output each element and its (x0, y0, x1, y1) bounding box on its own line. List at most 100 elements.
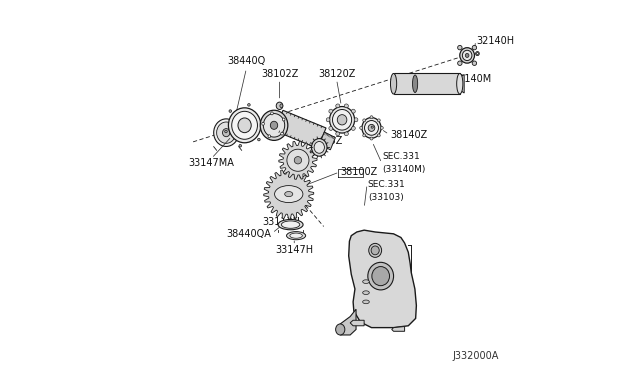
Text: 33113N: 33113N (262, 217, 300, 227)
Ellipse shape (476, 52, 479, 55)
Text: 32140H: 32140H (476, 36, 515, 46)
Ellipse shape (276, 102, 283, 109)
Text: 38165Z: 38165Z (305, 137, 342, 146)
Ellipse shape (378, 134, 380, 137)
Text: SEC.331: SEC.331 (368, 180, 406, 189)
Ellipse shape (344, 132, 348, 136)
Ellipse shape (290, 233, 302, 238)
Ellipse shape (351, 109, 355, 113)
Text: 32140M: 32140M (452, 74, 492, 84)
Ellipse shape (370, 137, 373, 140)
Ellipse shape (472, 45, 477, 50)
Ellipse shape (225, 130, 227, 133)
Text: 38440Q: 38440Q (227, 57, 266, 67)
Ellipse shape (329, 126, 333, 131)
Ellipse shape (216, 122, 236, 143)
Ellipse shape (287, 149, 309, 171)
Ellipse shape (363, 291, 369, 295)
Ellipse shape (229, 110, 232, 112)
Ellipse shape (282, 118, 285, 121)
Ellipse shape (365, 121, 378, 135)
Ellipse shape (329, 109, 333, 113)
Polygon shape (275, 110, 326, 148)
Ellipse shape (368, 124, 375, 131)
Ellipse shape (262, 122, 264, 125)
Text: (33140M): (33140M) (383, 165, 426, 174)
Polygon shape (350, 320, 364, 326)
Ellipse shape (275, 186, 303, 203)
Ellipse shape (458, 45, 462, 50)
Ellipse shape (248, 103, 250, 106)
Text: SEC.331: SEC.331 (383, 152, 420, 161)
Ellipse shape (287, 232, 306, 240)
Ellipse shape (268, 135, 271, 138)
Polygon shape (264, 169, 314, 219)
Ellipse shape (462, 50, 472, 61)
Ellipse shape (380, 126, 383, 129)
Ellipse shape (280, 104, 283, 108)
Ellipse shape (344, 104, 348, 108)
Ellipse shape (262, 118, 264, 121)
Ellipse shape (370, 116, 373, 119)
Ellipse shape (413, 75, 418, 93)
Text: 38140Z: 38140Z (390, 129, 427, 140)
Ellipse shape (372, 267, 390, 286)
Ellipse shape (232, 111, 257, 139)
Polygon shape (394, 73, 460, 94)
Ellipse shape (285, 192, 292, 197)
Ellipse shape (223, 129, 230, 137)
Ellipse shape (228, 108, 260, 143)
Ellipse shape (336, 104, 340, 108)
Ellipse shape (369, 243, 381, 257)
Text: 38120Z: 38120Z (318, 69, 355, 79)
Polygon shape (460, 74, 464, 93)
Ellipse shape (354, 118, 358, 122)
Ellipse shape (312, 138, 327, 156)
Ellipse shape (214, 119, 239, 147)
Ellipse shape (294, 157, 301, 164)
Text: 38440QA: 38440QA (227, 229, 271, 239)
Text: 38100Z: 38100Z (340, 167, 378, 177)
Ellipse shape (333, 109, 351, 130)
Ellipse shape (477, 52, 478, 55)
Polygon shape (279, 141, 317, 179)
Ellipse shape (326, 118, 330, 122)
Polygon shape (319, 132, 335, 150)
Ellipse shape (368, 262, 394, 290)
Ellipse shape (239, 144, 241, 147)
Ellipse shape (360, 126, 363, 129)
Ellipse shape (363, 134, 365, 137)
Polygon shape (392, 327, 404, 331)
Ellipse shape (335, 324, 345, 335)
Text: 38102Z: 38102Z (261, 69, 298, 79)
Ellipse shape (260, 110, 288, 140)
Ellipse shape (378, 119, 380, 122)
Text: J332000A: J332000A (452, 351, 499, 361)
Text: 33147H: 33147H (275, 245, 314, 255)
Ellipse shape (460, 48, 474, 63)
Text: 33147MA: 33147MA (189, 158, 234, 169)
Text: (33103): (33103) (368, 193, 404, 202)
Ellipse shape (363, 280, 369, 283)
Ellipse shape (390, 73, 397, 94)
Ellipse shape (362, 118, 381, 138)
Ellipse shape (263, 113, 285, 137)
Ellipse shape (371, 246, 380, 255)
Ellipse shape (282, 221, 300, 228)
Ellipse shape (336, 132, 340, 136)
Ellipse shape (270, 121, 278, 129)
Ellipse shape (351, 126, 355, 131)
Ellipse shape (258, 138, 260, 141)
Ellipse shape (271, 112, 273, 115)
Ellipse shape (238, 118, 252, 133)
Polygon shape (340, 309, 356, 335)
Ellipse shape (330, 106, 355, 133)
Ellipse shape (472, 61, 477, 65)
Polygon shape (349, 230, 417, 328)
Ellipse shape (457, 73, 463, 94)
Ellipse shape (363, 300, 369, 304)
Ellipse shape (281, 132, 284, 135)
Ellipse shape (465, 54, 469, 57)
Ellipse shape (363, 119, 365, 122)
Ellipse shape (458, 61, 462, 65)
